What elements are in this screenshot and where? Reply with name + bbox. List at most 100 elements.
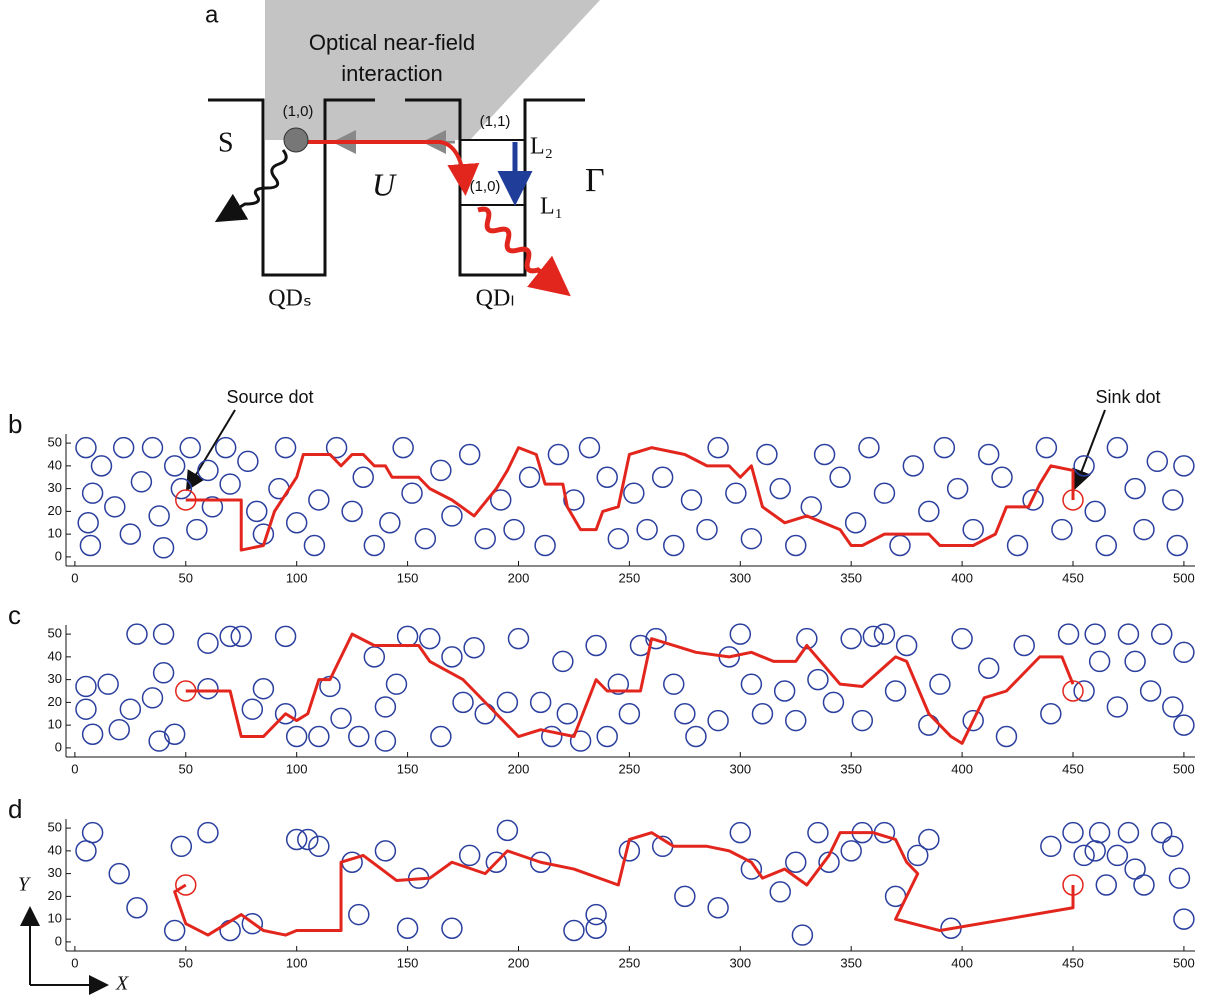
- quantum-dot: [1085, 501, 1105, 521]
- x-tick-label: 400: [951, 955, 973, 970]
- quantum-dot: [903, 456, 923, 476]
- quantum-dot: [741, 674, 761, 694]
- quantum-dot: [852, 711, 872, 731]
- quantum-dot: [171, 836, 191, 856]
- quantum-dot: [1107, 438, 1127, 458]
- quantum-dot: [653, 467, 673, 487]
- quantum-dot: [1036, 438, 1056, 458]
- quantum-dot: [331, 708, 351, 728]
- annotation: Sink dot: [1095, 387, 1160, 407]
- quantum-dot: [830, 467, 850, 487]
- quantum-dot: [342, 501, 362, 521]
- quantum-dot: [557, 704, 577, 724]
- quantum-dot: [460, 845, 480, 865]
- quantum-dot: [624, 483, 644, 503]
- quantum-dot: [1174, 715, 1194, 735]
- y-tick-label: 50: [48, 626, 62, 641]
- quantum-dot: [815, 445, 835, 465]
- quantum-dot: [1096, 536, 1116, 556]
- quantum-dot: [165, 724, 185, 744]
- quantum-dot: [757, 445, 777, 465]
- quantum-dot: [637, 520, 657, 540]
- quantum-dot: [220, 921, 240, 941]
- quantum-dot: [1163, 490, 1183, 510]
- x-tick-label: 150: [397, 761, 419, 776]
- x-direction-label: X: [115, 973, 129, 995]
- y-tick-label: 40: [48, 457, 62, 472]
- quantum-dot: [475, 704, 495, 724]
- y-tick-label: 40: [48, 842, 62, 857]
- quantum-dot: [1041, 836, 1061, 856]
- quantum-dot: [287, 513, 307, 533]
- x-tick-label: 500: [1173, 570, 1195, 585]
- x-tick-label: 400: [951, 570, 973, 585]
- quantum-dot: [1107, 845, 1127, 865]
- x-tick-label: 450: [1062, 761, 1084, 776]
- quantum-dot: [238, 451, 258, 471]
- quantum-dot: [1074, 681, 1094, 701]
- quantum-dot: [708, 438, 728, 458]
- annotation-arrow: [188, 410, 235, 488]
- quantum-dot: [934, 438, 954, 458]
- quantum-dot: [1085, 841, 1105, 861]
- quantum-dot: [1134, 520, 1154, 540]
- quantum-dot: [1169, 868, 1189, 888]
- y-tick-label: 40: [48, 648, 62, 663]
- quantum-dot: [120, 524, 140, 544]
- quantum-dot: [520, 467, 540, 487]
- quantum-dot: [919, 830, 939, 850]
- quantum-dot: [98, 674, 118, 694]
- quantum-dot: [149, 506, 169, 526]
- panel-label: a: [205, 1, 219, 28]
- quantum-dot: [1008, 536, 1028, 556]
- quantum-dot: [564, 921, 584, 941]
- x-tick-label: 250: [619, 761, 641, 776]
- x-tick-label: 200: [508, 955, 530, 970]
- quantum-dot: [165, 921, 185, 941]
- quantum-dot: [393, 438, 413, 458]
- x-tick-label: 450: [1062, 955, 1084, 970]
- y-direction-label: Y: [18, 874, 31, 896]
- transfer-path: [186, 448, 1073, 550]
- quantum-dot: [398, 626, 418, 646]
- x-tick-label: 350: [840, 761, 862, 776]
- quantum-dot: [948, 479, 968, 499]
- x-tick-label: 450: [1062, 570, 1084, 585]
- quantum-dot: [1059, 624, 1079, 644]
- panel-label: d: [8, 794, 22, 824]
- quantum-dot: [919, 501, 939, 521]
- quantum-dot: [730, 823, 750, 843]
- quantum-dot: [497, 692, 517, 712]
- quantum-dot: [120, 699, 140, 719]
- near-field-label: interaction: [341, 61, 443, 86]
- quantum-dot: [387, 674, 407, 694]
- quantum-dot: [198, 633, 218, 653]
- quantum-dot: [497, 820, 517, 840]
- y-tick-label: 20: [48, 694, 62, 709]
- quantum-dot: [1125, 479, 1145, 499]
- quantum-dot: [83, 724, 103, 744]
- x-tick-label: 300: [729, 955, 751, 970]
- quantum-dot: [786, 852, 806, 872]
- quantum-dot: [597, 467, 617, 487]
- quantum-dot: [859, 438, 879, 458]
- quantum-dot: [143, 688, 163, 708]
- quantum-dot: [1152, 624, 1172, 644]
- quantum-dot: [353, 467, 373, 487]
- quantum-dot: [253, 679, 273, 699]
- quantum-dot: [741, 529, 761, 549]
- panel-label: c: [8, 600, 21, 630]
- quantum-dot: [92, 456, 112, 476]
- quantum-dot: [180, 438, 200, 458]
- quantum-dot: [579, 438, 599, 458]
- quantum-dot: [919, 715, 939, 735]
- quantum-dot: [808, 823, 828, 843]
- quantum-dot: [80, 536, 100, 556]
- quantum-dot: [682, 490, 702, 510]
- quantum-dot: [431, 727, 451, 747]
- quantum-dot: [874, 624, 894, 644]
- y-tick-label: 50: [48, 435, 62, 450]
- quantum-dot: [114, 438, 134, 458]
- quantum-dot: [78, 513, 98, 533]
- x-tick-label: 100: [286, 955, 308, 970]
